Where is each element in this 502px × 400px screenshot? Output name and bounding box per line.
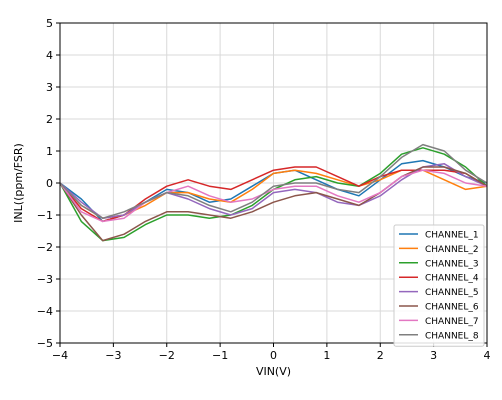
y-tick-label: 3: [46, 81, 53, 94]
y-tick-label: 0: [46, 177, 53, 190]
x-tick-label: 1: [323, 349, 330, 362]
legend: CHANNEL_1 CHANNEL_2 CHANNEL_3 CHANNEL_4 CHAN…: [393, 224, 485, 347]
y-tick-label: −5: [37, 337, 53, 350]
x-axis-label: VIN(V): [256, 365, 291, 378]
legend-entry: CHANNEL_4: [425, 274, 479, 284]
legend-box: [393, 224, 485, 347]
y-tick-label: −4: [37, 305, 53, 318]
x-tick-label: 2: [377, 349, 384, 362]
y-tick-label: 5: [46, 17, 53, 30]
series-line-channel-6: [59, 166, 488, 242]
legend-entry: CHANNEL_7: [425, 317, 479, 327]
x-tick-label: 3: [430, 349, 437, 362]
y-tick-label: −2: [37, 241, 53, 254]
y-tick-label: −1: [37, 209, 53, 222]
legend-entry: CHANNEL_1: [425, 231, 479, 241]
x-tick-label: 0: [270, 349, 277, 362]
series-lines: [59, 143, 488, 242]
y-tick-label: −3: [37, 273, 53, 286]
series-line-channel-7: [59, 169, 488, 223]
legend-entry: CHANNEL_6: [425, 303, 479, 313]
x-tick-label: −4: [52, 349, 68, 362]
legend-entry: CHANNEL_5: [425, 288, 479, 298]
series-line-channel-8: [59, 143, 488, 219]
y-tick-label: 2: [46, 113, 53, 126]
series-line-channel-5: [59, 163, 488, 219]
legend-entry: CHANNEL_3: [425, 259, 479, 269]
legend-entry: CHANNEL_2: [425, 245, 479, 255]
x-tick-label: −1: [212, 349, 228, 362]
y-axis-label: INL((ppm/FSR): [12, 143, 25, 223]
x-tick-label: −2: [159, 349, 175, 362]
y-tick-label: 1: [46, 145, 53, 158]
x-tick-label: 4: [484, 349, 491, 362]
x-tick-label: −3: [105, 349, 121, 362]
legend-entry: CHANNEL_8: [425, 331, 479, 341]
y-tick-label: 4: [46, 49, 53, 62]
